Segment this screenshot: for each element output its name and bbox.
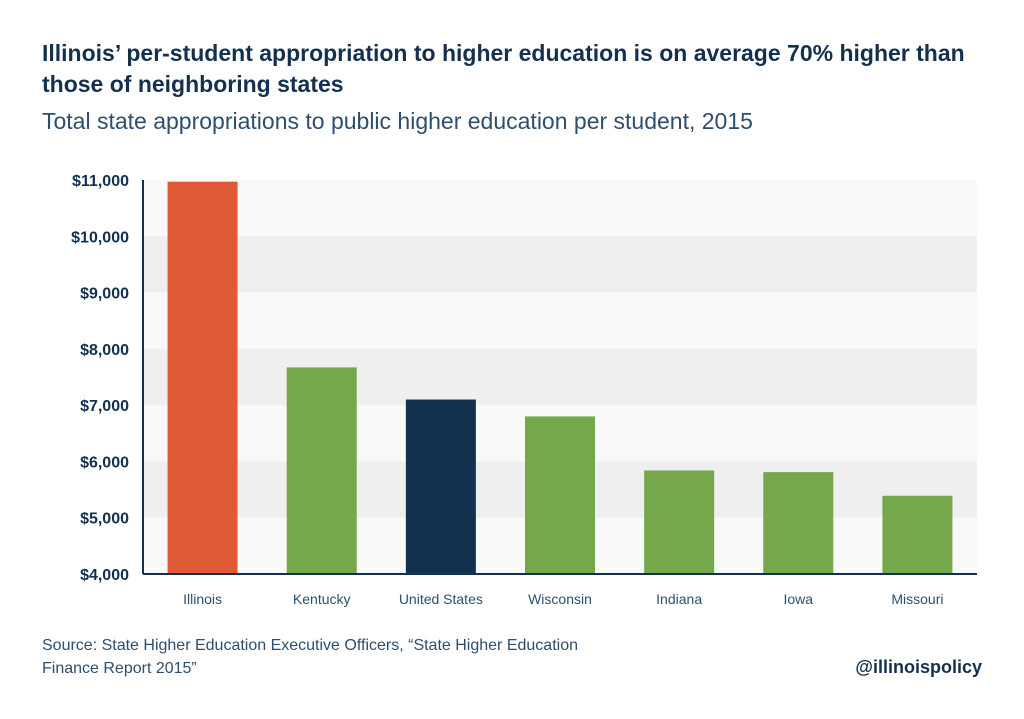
y-tick-label: $11,000	[72, 173, 129, 190]
x-tick-label: Indiana	[656, 591, 702, 607]
y-tick-label: $10,000	[71, 229, 129, 246]
grid-band	[143, 292, 977, 349]
x-tick-label: Illinois	[183, 591, 222, 607]
bar-kentucky	[286, 367, 357, 574]
x-tick-label: Iowa	[783, 591, 813, 607]
source-note: Source: State Higher Education Executive…	[42, 634, 742, 680]
chart-subtitle: Total state appropriations to public hig…	[42, 108, 753, 134]
chart-title: Illinois’ per-student appropriation to h…	[42, 40, 965, 97]
y-tick-label: $6,000	[80, 454, 129, 471]
y-tick-label: $4,000	[80, 567, 129, 584]
grid-band	[143, 236, 977, 293]
x-tick-label: Missouri	[891, 591, 943, 607]
x-tick-label: Wisconsin	[528, 591, 592, 607]
bar-illinois	[167, 181, 238, 574]
x-tick-label: Kentucky	[293, 591, 351, 607]
grid-band	[143, 180, 977, 237]
source-line-2: Finance Report 2015”	[42, 660, 197, 677]
y-tick-label: $8,000	[80, 342, 129, 359]
bar-iowa	[763, 472, 834, 574]
bar-wisconsin	[525, 416, 595, 574]
source-line-1: Source: State Higher Education Executive…	[42, 637, 578, 654]
bar-missouri	[882, 495, 953, 574]
grid-band	[143, 348, 977, 406]
y-tick-label: $9,000	[80, 286, 129, 303]
x-tick-label: United States	[399, 591, 483, 607]
twitter-handle: @illinoispolicy	[855, 657, 982, 677]
bar-chart: $11,000 $10,000 $9,000 $8,000 $7,000 $6,000 $5…	[71, 173, 977, 607]
bar-united-states	[405, 399, 476, 574]
y-tick-label: $5,000	[80, 511, 129, 528]
y-tick-label: $7,000	[80, 398, 129, 415]
bar-indiana	[644, 470, 715, 574]
